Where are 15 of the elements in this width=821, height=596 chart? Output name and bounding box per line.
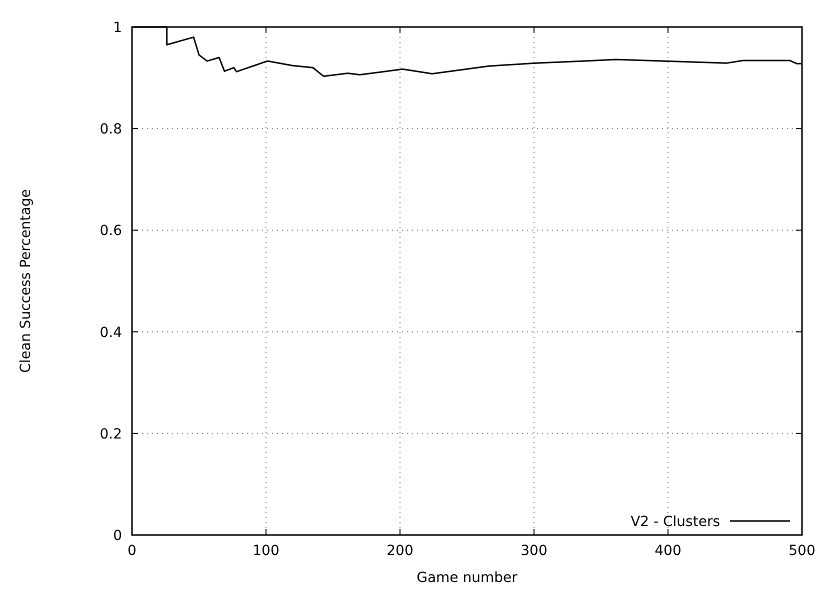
x-tick-label: 200 (386, 543, 414, 559)
x-axis-title: Game number (416, 570, 518, 586)
y-tick-label: 0.2 (100, 426, 122, 442)
x-tick-label: 100 (252, 543, 280, 559)
x-tick-label: 500 (788, 543, 816, 559)
y-tick-label: 0 (113, 528, 122, 544)
legend-label: V2 - Clusters (630, 514, 720, 530)
x-tick-label: 0 (128, 543, 136, 559)
y-tick-label: 0.8 (100, 122, 122, 138)
y-tick-label: 0.4 (100, 324, 122, 341)
x-tick-label: 400 (654, 543, 682, 559)
x-tick-label: 300 (520, 543, 548, 559)
y-tick-label: 0.6 (100, 223, 122, 240)
y-tick-label: 1 (113, 20, 122, 36)
y-axis-title: Clean Success Percentage (18, 189, 34, 373)
